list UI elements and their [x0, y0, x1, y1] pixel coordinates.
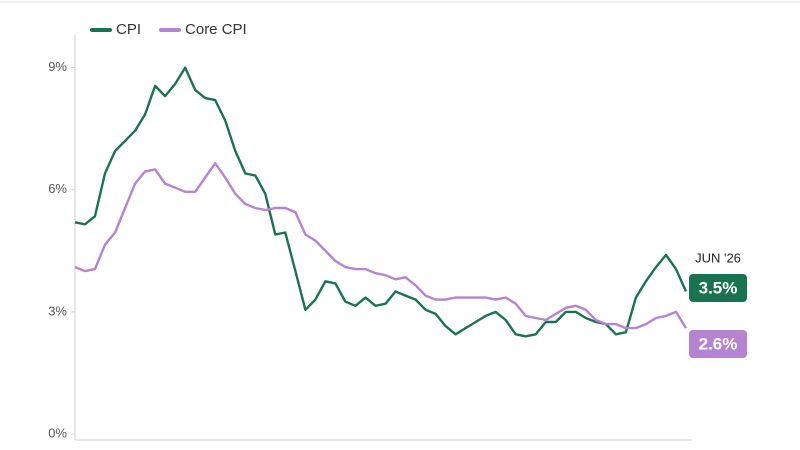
- annotation: JUN '26: [695, 250, 741, 265]
- end-label: 3.5%: [699, 278, 738, 297]
- end-label: 2.6%: [699, 334, 738, 353]
- end-badge: [689, 274, 747, 302]
- y-tick-label: 9%: [48, 59, 67, 74]
- y-tick-label: 0%: [48, 425, 67, 440]
- line: [74, 66, 688, 338]
- y-tick-label: 3%: [48, 303, 67, 318]
- legend-label: Core CPI: [185, 21, 247, 38]
- end-badge: [689, 330, 747, 358]
- legend-label: CPI: [116, 21, 141, 38]
- y-tick-label: 6%: [48, 181, 67, 196]
- line: [74, 162, 688, 330]
